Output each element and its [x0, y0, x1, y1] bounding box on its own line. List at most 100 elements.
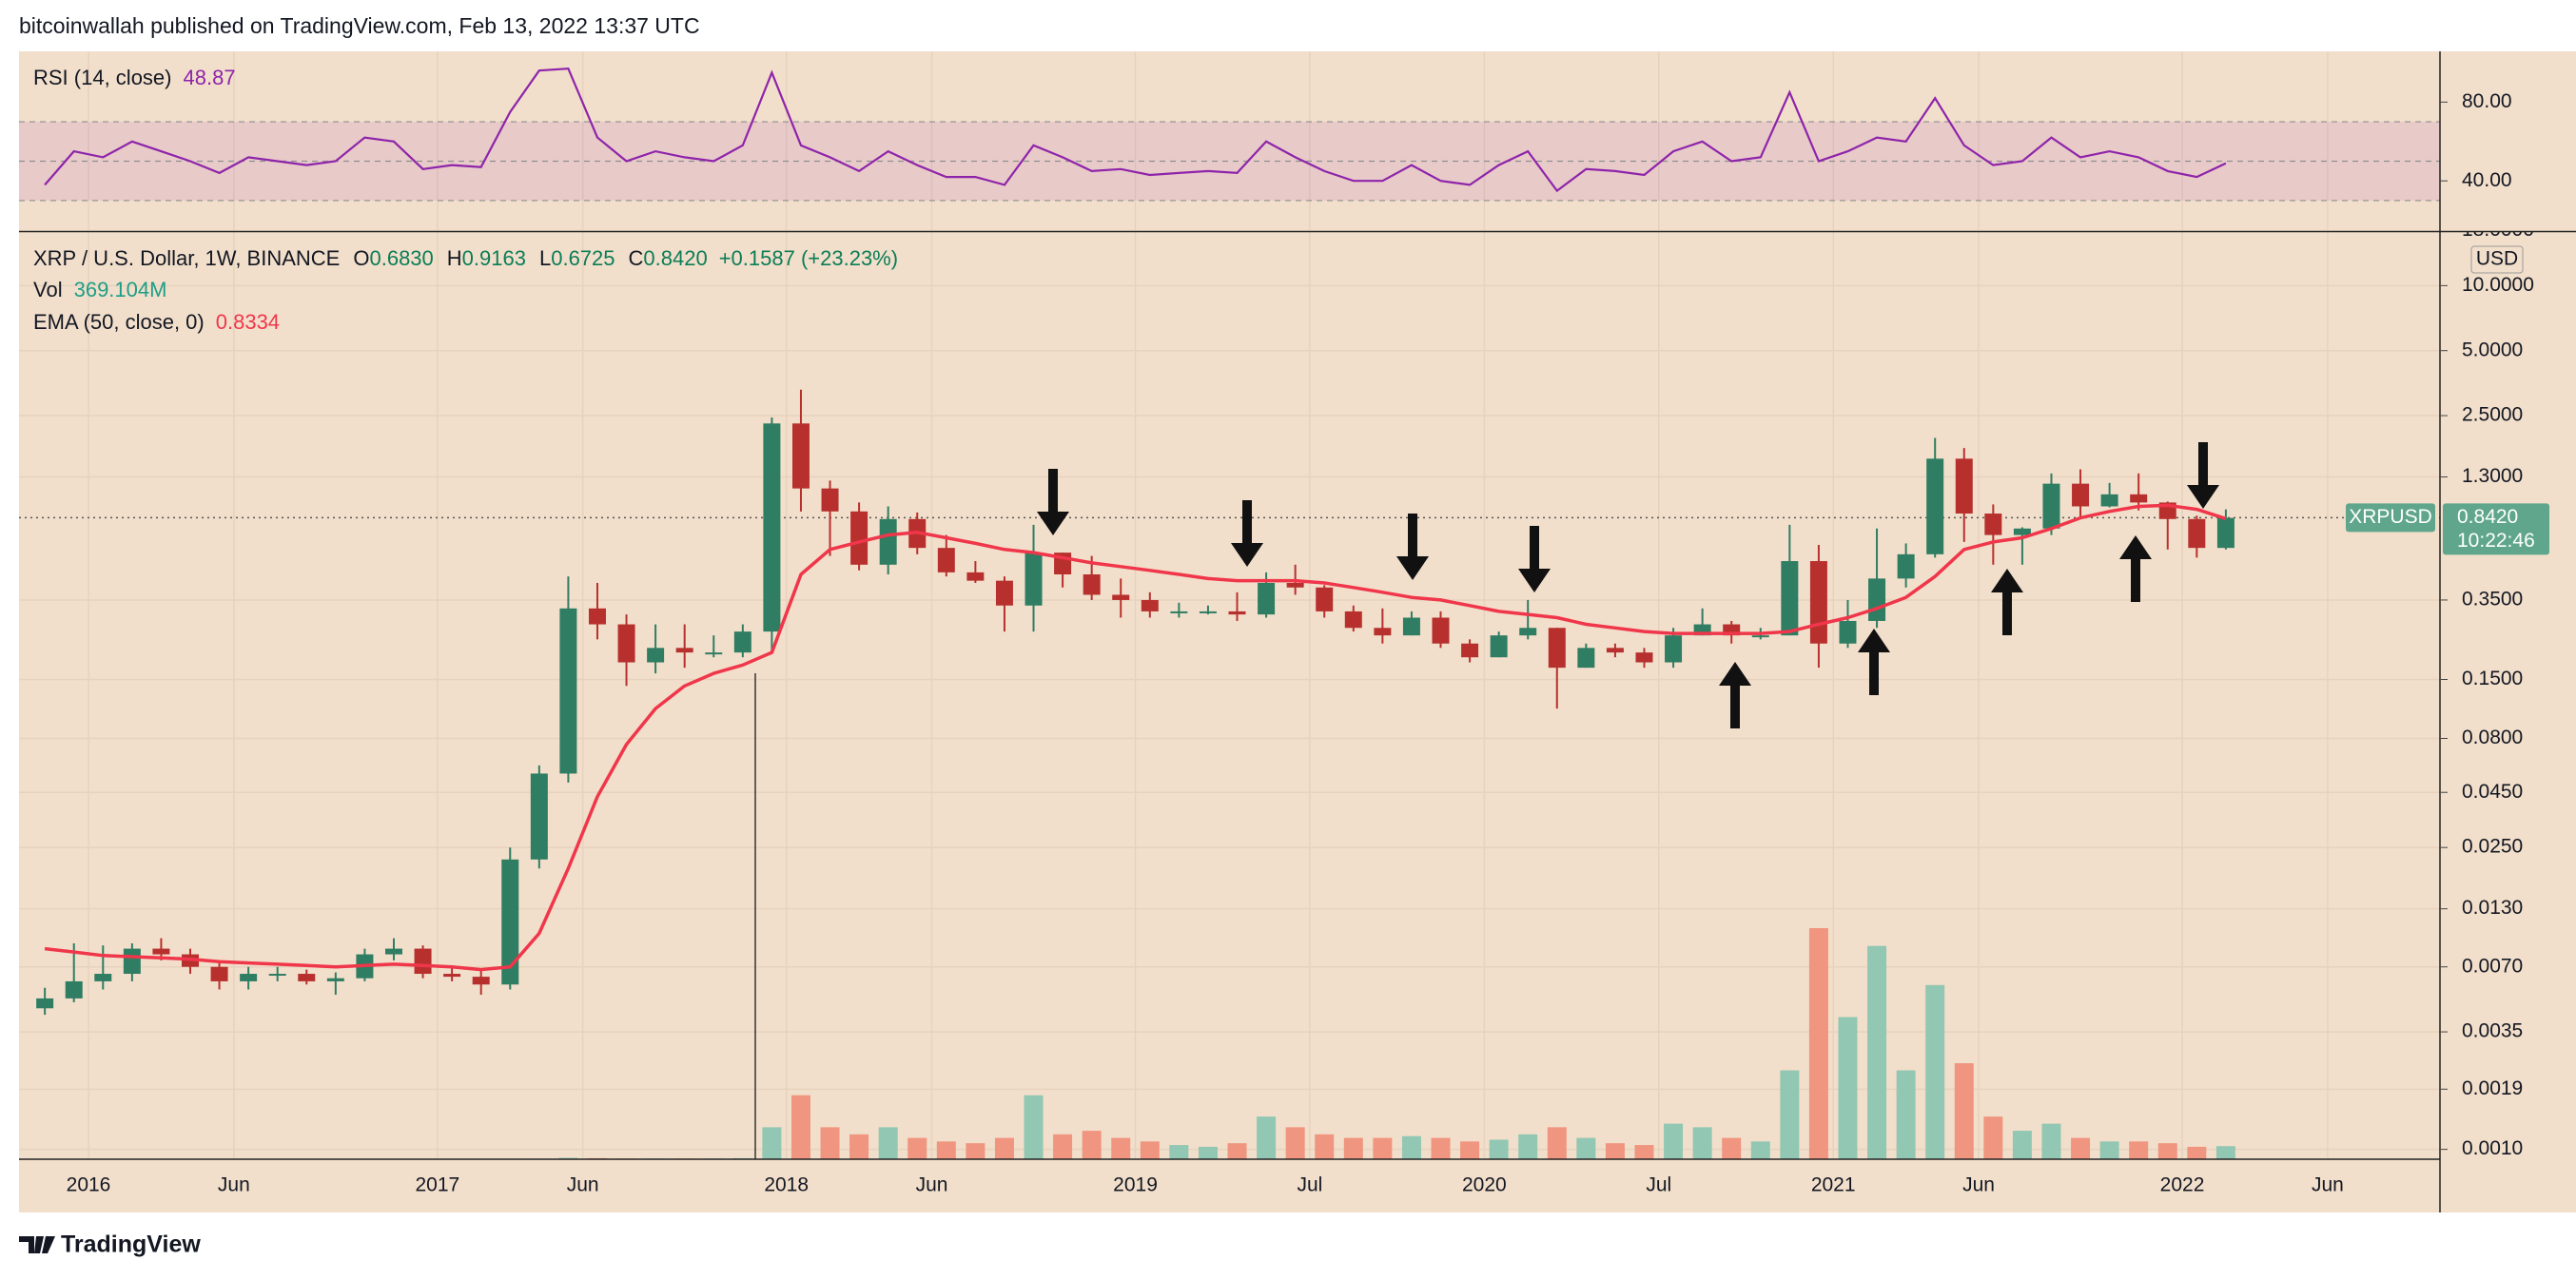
main-legend-part: +0.1587 (+23.23%)	[719, 246, 898, 270]
x-tick-label: 2022	[2160, 1174, 2205, 1196]
volume-bar	[1750, 1141, 1770, 1159]
candle-body	[1606, 648, 1624, 653]
candle-body	[2130, 494, 2148, 503]
candle-body	[1461, 643, 1479, 658]
candle-body	[791, 423, 810, 489]
volume-bar	[790, 1095, 810, 1159]
price-axis: 18.0000 10.0000 5.0000 2.5000 1.3000 0.3500 0.…	[2441, 232, 2534, 1159]
rsi-legend-part: 48.87	[184, 66, 236, 89]
candle-body	[1402, 617, 1420, 636]
candle-body	[1577, 648, 1595, 669]
ema-legend: EMA (50, close, 0) 0.8334	[33, 310, 280, 334]
volume-bar	[1111, 1137, 1131, 1159]
candle-body	[472, 977, 490, 985]
candle-body	[966, 572, 985, 581]
x-tick-label: Jun	[218, 1174, 250, 1196]
y-tick-label: 10.0000	[2462, 274, 2534, 296]
volume-bar	[849, 1134, 869, 1159]
candle-body	[2013, 528, 2031, 535]
y-tick-label: 0.0800	[2462, 727, 2523, 748]
volume-bar	[878, 1127, 898, 1159]
candle-body	[1897, 553, 1915, 579]
candle-body	[326, 978, 344, 981]
candle-body	[443, 974, 461, 978]
candle-body	[1781, 561, 1799, 636]
candle-body	[2188, 518, 2206, 549]
candle-body	[240, 974, 258, 981]
x-tick-label: 2019	[1113, 1174, 1158, 1196]
ema-legend-part: EMA (50, close, 0)	[33, 310, 205, 334]
candle-body	[879, 518, 897, 565]
candle-body	[94, 974, 112, 981]
candle-body	[2100, 494, 2118, 507]
candle-body	[1258, 582, 1276, 615]
volume-bar	[1373, 1137, 1393, 1159]
volume-bar	[2041, 1123, 2061, 1159]
volume-bar	[1838, 1017, 1858, 1159]
volume-bar	[1140, 1141, 1160, 1159]
volume-bar	[936, 1141, 956, 1159]
candle-body	[559, 608, 577, 774]
main-legend-part: 0.6830	[369, 246, 433, 270]
candle-body	[850, 511, 868, 565]
candle-body	[1025, 553, 1043, 606]
candle-body	[1868, 578, 1886, 621]
chart-background	[19, 51, 2576, 1212]
candle-body	[763, 423, 781, 632]
candle-body	[1984, 514, 2002, 535]
candle-body	[65, 980, 83, 999]
candle-body	[1170, 611, 1188, 613]
volume-bar	[1257, 1116, 1277, 1159]
volume-bar	[1024, 1095, 1044, 1159]
candle-body	[36, 998, 54, 1009]
candle-body	[268, 974, 286, 977]
volume-bar	[1227, 1143, 1247, 1159]
candle-body	[298, 974, 316, 981]
x-tick-label: Jun	[1962, 1174, 1995, 1196]
volume-bar	[2129, 1141, 2149, 1159]
volume-bar	[1315, 1134, 1335, 1159]
rsi-legend: RSI (14, close) 48.87	[33, 66, 236, 89]
volume-bar	[1518, 1134, 1538, 1159]
candle-body	[1548, 628, 1566, 669]
symbol-tag	[2346, 503, 2435, 533]
rsi-pane	[19, 51, 2440, 230]
price-pane	[19, 232, 2440, 1159]
volume-bar	[994, 1137, 1014, 1159]
candle-body	[384, 948, 402, 955]
candle-body	[1316, 587, 1334, 611]
volume-bar	[1576, 1137, 1596, 1159]
volume-bar	[1867, 945, 1887, 1159]
candle-body	[501, 859, 519, 985]
volume-bar	[1285, 1127, 1305, 1159]
candle-body	[1635, 652, 1653, 663]
volume-bar	[2215, 1146, 2235, 1159]
y-tick-label: 0.0010	[2462, 1137, 2523, 1159]
candle-body	[210, 966, 228, 981]
y-tick-label: 0.0450	[2462, 781, 2523, 803]
candle-body	[937, 548, 955, 572]
ema-line	[44, 503, 2227, 972]
candle-body	[1665, 635, 1683, 663]
candle-body	[530, 773, 548, 860]
volume-legend: Vol 369.104M	[33, 278, 166, 301]
currency-label: USD	[2476, 248, 2518, 270]
candle-body	[1955, 458, 1973, 514]
publisher-header: bitcoinwallah published on TradingView.c…	[19, 13, 700, 38]
x-tick-label: Jun	[2312, 1174, 2344, 1196]
ema-legend-part: 0.8334	[216, 310, 280, 334]
volume-bar	[1983, 1116, 2003, 1159]
x-tick-label: 2016	[67, 1174, 111, 1196]
main-legend-part: 0.9163	[462, 246, 526, 270]
candle-body	[1519, 628, 1537, 636]
volume-bar	[762, 1127, 782, 1159]
volume-bar	[820, 1127, 840, 1159]
rsi-line	[44, 67, 2227, 193]
candle-body	[2072, 483, 2090, 507]
volume-bar	[1460, 1141, 1480, 1159]
volume-bar	[2157, 1143, 2177, 1159]
main-legend-part: O	[353, 246, 369, 270]
volume-bar	[1489, 1139, 1509, 1159]
volume-bar	[1780, 1070, 1800, 1159]
